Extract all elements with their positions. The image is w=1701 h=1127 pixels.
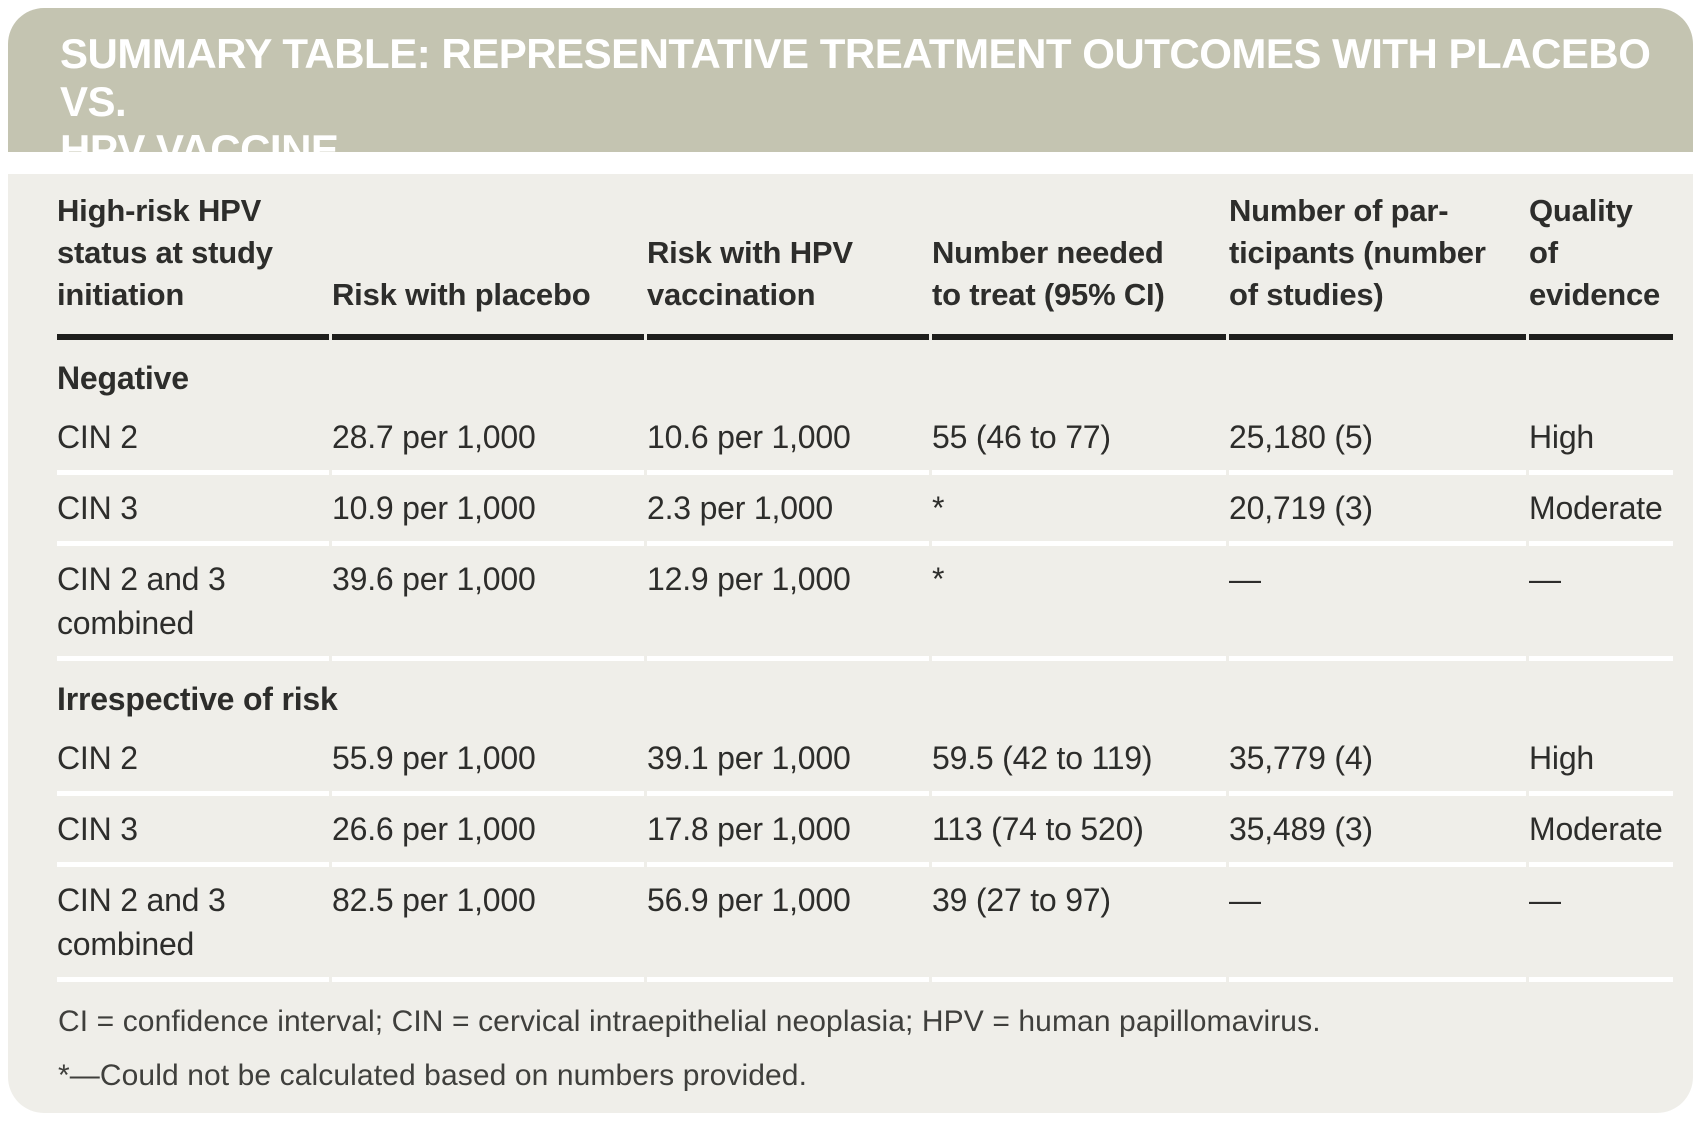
cell-nnt: 55 (46 to 77): [932, 404, 1226, 475]
cell-risk-placebo: 39.6 per 1,000: [332, 546, 644, 661]
cell-risk-vaccination: 2.3 per 1,000: [647, 475, 929, 546]
footnotes: CI = confidence interval; CIN = cervical…: [58, 1004, 1658, 1094]
cell-label: CIN 2: [57, 404, 329, 475]
cell-risk-vaccination: 17.8 per 1,000: [647, 796, 929, 867]
table-panel: High-risk HPV status at study initiation…: [8, 174, 1693, 1113]
cell-risk-placebo: 28.7 per 1,000: [332, 404, 644, 475]
header-row: High-risk HPV status at study initiation…: [57, 174, 1673, 340]
table-row-irrespective-cin2: CIN 2 55.9 per 1,000 39.1 per 1,000 59.5…: [57, 725, 1673, 796]
cell-nnt: 59.5 (42 to 119): [932, 725, 1226, 796]
section-heading-negative: Negative: [57, 360, 189, 396]
cell-quality: Moderate: [1529, 475, 1673, 546]
table-row-negative-cin3: CIN 3 10.9 per 1,000 2.3 per 1,000 * 20,…: [57, 475, 1673, 546]
cell-nnt: 39 (27 to 97): [932, 867, 1226, 982]
cell-nnt: *: [932, 546, 1226, 661]
section-row-irrespective: Irrespective of risk: [57, 661, 1673, 725]
cell-risk-vaccination: 56.9 per 1,000: [647, 867, 929, 982]
table-row-negative-cin2and3: CIN 2 and 3 combined 39.6 per 1,000 12.9…: [57, 546, 1673, 661]
cell-participants: —: [1229, 546, 1526, 661]
cell-label: CIN 2 and 3 combined: [57, 546, 329, 661]
header-band: SUMMARY TABLE: REPRESENTATIVE TREATMENT …: [8, 8, 1693, 173]
cell-label: CIN 2: [57, 725, 329, 796]
cell-participants: 20,719 (3): [1229, 475, 1526, 546]
cell-participants: 35,779 (4): [1229, 725, 1526, 796]
table-row-irrespective-cin3: CIN 3 26.6 per 1,000 17.8 per 1,000 113 …: [57, 796, 1673, 867]
summary-table: High-risk HPV status at study initiation…: [54, 174, 1676, 982]
cell-nnt: *: [932, 475, 1226, 546]
cell-participants: 25,180 (5): [1229, 404, 1526, 475]
section-row-negative: Negative: [57, 340, 1673, 404]
cell-quality: Moderate: [1529, 796, 1673, 867]
cell-quality: High: [1529, 725, 1673, 796]
table-title: SUMMARY TABLE: REPRESENTATIVE TREATMENT …: [60, 30, 1651, 173]
cell-risk-placebo: 10.9 per 1,000: [332, 475, 644, 546]
footnote-abbreviations: CI = confidence interval; CIN = cervical…: [58, 1005, 1321, 1038]
col-header-hpv-status: High-risk HPV status at study initiation: [57, 174, 329, 340]
col-header-risk-placebo: Risk with placebo: [332, 174, 644, 340]
cell-nnt: 113 (74 to 520): [932, 796, 1226, 867]
col-header-participants: Number of par- ticipants (number of stud…: [1229, 174, 1526, 340]
cell-risk-placebo: 82.5 per 1,000: [332, 867, 644, 982]
col-header-risk-vaccination: Risk with HPV vaccination: [647, 174, 929, 340]
col-header-quality: Quality of evidence: [1529, 174, 1673, 340]
col-header-nnt: Number needed to treat (95% CI): [932, 174, 1226, 340]
cell-risk-vaccination: 39.1 per 1,000: [647, 725, 929, 796]
cell-label: CIN 2 and 3 combined: [57, 867, 329, 982]
section-heading-irrespective: Irrespective of risk: [57, 681, 338, 717]
cell-quality: High: [1529, 404, 1673, 475]
footnote-asterisk: *—Could not be calculated based on numbe…: [58, 1059, 808, 1092]
cell-participants: 35,489 (3): [1229, 796, 1526, 867]
cell-risk-placebo: 55.9 per 1,000: [332, 725, 644, 796]
cell-label: CIN 3: [57, 475, 329, 546]
cell-risk-vaccination: 12.9 per 1,000: [647, 546, 929, 661]
cell-label: CIN 3: [57, 796, 329, 867]
table-row-irrespective-cin2and3: CIN 2 and 3 combined 82.5 per 1,000 56.9…: [57, 867, 1673, 982]
table-row-negative-cin2: CIN 2 28.7 per 1,000 10.6 per 1,000 55 (…: [57, 404, 1673, 475]
cell-risk-placebo: 26.6 per 1,000: [332, 796, 644, 867]
cell-risk-vaccination: 10.6 per 1,000: [647, 404, 929, 475]
cell-participants: —: [1229, 867, 1526, 982]
cell-quality: —: [1529, 546, 1673, 661]
cell-quality: —: [1529, 867, 1673, 982]
